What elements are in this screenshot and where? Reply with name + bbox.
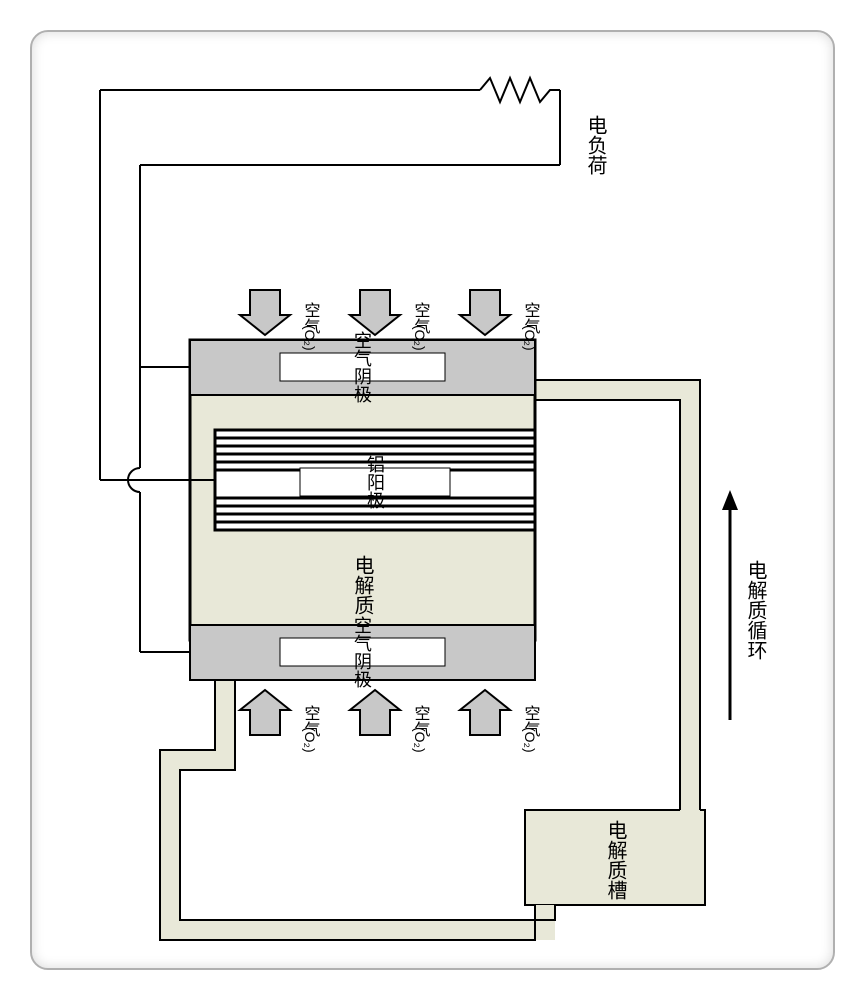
diagram-frame: 电解质槽 电解质循环 xyxy=(0,0,865,1000)
outer-border xyxy=(30,30,835,970)
